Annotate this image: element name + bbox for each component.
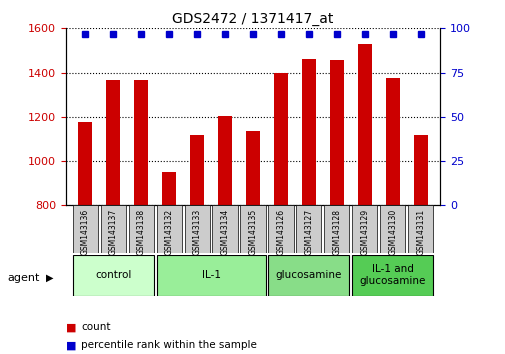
Text: percentile rank within the sample: percentile rank within the sample [81,340,257,350]
Text: GSM143131: GSM143131 [415,209,424,255]
Bar [379,205,405,253]
Bar [128,205,154,253]
Bar [218,116,232,205]
Text: GSM143126: GSM143126 [276,209,285,255]
Text: count: count [81,322,110,332]
Text: GSM143130: GSM143130 [387,209,396,255]
Bar [162,172,176,205]
Text: ■: ■ [66,340,76,350]
Text: GSM143136: GSM143136 [81,209,90,255]
Text: IL-1: IL-1 [201,270,220,280]
Text: ▶: ▶ [46,273,53,283]
Text: GDS2472 / 1371417_at: GDS2472 / 1371417_at [172,12,333,27]
Bar [73,205,98,253]
Bar [324,205,349,253]
Text: IL-1 and
glucosamine: IL-1 and glucosamine [359,264,425,286]
Bar [106,80,120,205]
Bar [357,44,371,205]
Bar [245,131,260,205]
Bar [240,205,265,253]
Text: agent: agent [8,273,40,283]
Text: GSM143138: GSM143138 [136,209,145,255]
Text: GSM143135: GSM143135 [248,209,257,255]
Text: GSM143134: GSM143134 [220,209,229,255]
Bar [156,205,181,253]
Bar [329,61,343,205]
Bar [351,205,377,253]
Text: GSM143129: GSM143129 [360,209,369,255]
Text: GSM143128: GSM143128 [332,209,341,255]
Text: GSM143127: GSM143127 [304,209,313,255]
Bar [301,59,315,205]
Bar [156,255,265,296]
Bar [296,205,321,253]
Bar [134,80,148,205]
Bar [73,255,154,296]
Text: GSM143133: GSM143133 [192,209,201,255]
Text: ■: ■ [66,322,76,332]
Bar [413,135,427,205]
Bar [268,205,293,253]
Bar [184,205,209,253]
Bar [100,205,126,253]
Bar [190,135,204,205]
Bar [351,255,432,296]
Bar [273,73,287,205]
Bar [268,255,349,296]
Bar [212,205,237,253]
Text: control: control [95,270,131,280]
Text: glucosamine: glucosamine [275,270,341,280]
Bar [385,78,399,205]
Text: GSM143132: GSM143132 [164,209,173,255]
Bar [407,205,432,253]
Bar [78,122,92,205]
Text: GSM143137: GSM143137 [109,209,118,255]
